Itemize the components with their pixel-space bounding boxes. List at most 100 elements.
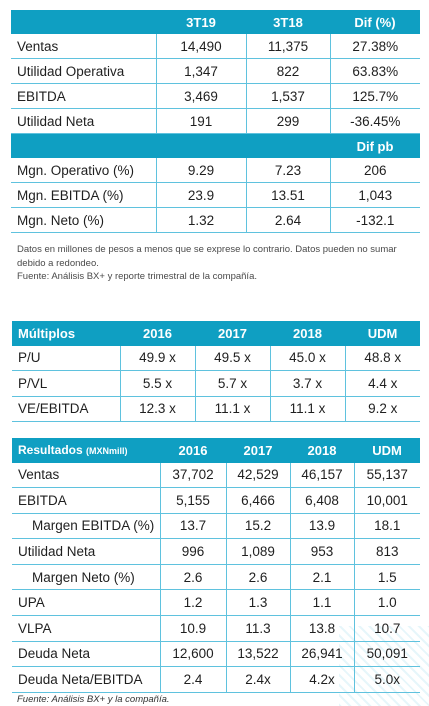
cell-value: 11.1 x: [194, 396, 270, 422]
row-label: Utilidad Operativa: [11, 58, 156, 84]
cell-value: 1,347: [155, 58, 246, 84]
cell-value: 10,001: [353, 487, 420, 514]
cell-value: 23.9: [155, 182, 246, 208]
cell-value: 42,529: [225, 462, 290, 489]
cell-value: 9.29: [155, 158, 246, 183]
cell-value: 3,469: [155, 83, 246, 109]
table-header-row: 3T19 3T18 Dif (%): [11, 10, 420, 34]
results-unit: (MXNmill): [86, 446, 128, 457]
cell-value: 2.6: [225, 564, 290, 591]
table-row: Ventas 37,702 42,529 46,157 55,137: [12, 462, 420, 489]
quarterly-summary-table: 3T19 3T18 Dif (%) Ventas 14,490 11,375 2…: [11, 10, 420, 233]
table-row: Mgn. Neto (%) 1.32 2.64 -132.1: [11, 207, 420, 233]
cell-value: 7.23: [245, 158, 330, 183]
cell-value: 63.83%: [329, 58, 420, 84]
cell-value: 1.0: [353, 589, 420, 617]
header-cell: Múltiplos: [12, 321, 120, 346]
cell-value: 2.6: [159, 564, 226, 591]
cell-value: 4.2x: [289, 666, 354, 693]
table-row: EBITDA 5,155 6,466 6,408 10,001: [12, 487, 420, 514]
row-label: VE/EBITDA: [12, 396, 120, 422]
cell-value: 27.38%: [329, 34, 420, 59]
cell-value: 13.7: [159, 513, 226, 540]
cell-value: 11.1 x: [269, 396, 345, 422]
table-row: Mgn. EBITDA (%) 23.9 13.51 1,043: [11, 182, 420, 208]
table-subheader-row: Dif pb: [11, 133, 420, 158]
cell-value: 299: [245, 108, 330, 134]
table-row: P/VL 5.5 x 5.7 x 3.7 x 4.4 x: [12, 370, 420, 397]
cell-value: 12.3 x: [119, 396, 195, 422]
cell-value: 1.2: [159, 589, 226, 617]
cell-value: 10.9: [159, 615, 226, 642]
cell-value: 1,043: [329, 182, 420, 208]
cell-value: 50,091: [353, 641, 420, 668]
cell-value: 206: [329, 158, 420, 183]
cell-value: 10.7: [353, 615, 420, 642]
cell-value: 1.5: [353, 564, 420, 591]
table-row: UPA 1.2 1.3 1.1 1.0: [12, 589, 420, 617]
header-cell: Dif (%): [330, 10, 420, 34]
cell-value: 5.0x: [353, 666, 420, 693]
cell-value: 1,537: [245, 83, 330, 109]
row-label: Ventas: [11, 34, 156, 59]
row-label: P/VL: [12, 370, 120, 397]
cell-value: 996: [159, 538, 226, 565]
cell-value: 46,157: [289, 462, 354, 489]
results-title: Resultados: [18, 443, 83, 458]
row-label: Utilidad Neta: [11, 108, 156, 134]
cell-value: 1,089: [225, 538, 290, 565]
row-label: Mgn. Operativo (%): [11, 158, 156, 183]
table-row: Ventas 14,490 11,375 27.38%: [11, 34, 420, 59]
header-cell: Resultados (MXNmill): [12, 438, 160, 463]
table-header-row: Múltiplos 2016 2017 2018 UDM: [12, 321, 420, 346]
cell-value: 49.5 x: [194, 345, 270, 371]
header-cell: 3T19: [156, 10, 246, 34]
cell-value: 953: [289, 538, 354, 565]
cell-value: 3.7 x: [269, 370, 345, 397]
cell-value: 37,702: [159, 462, 226, 489]
cell-value: 5.7 x: [194, 370, 270, 397]
cell-value: 2.4: [159, 666, 226, 693]
cell-value: 13.51: [245, 182, 330, 208]
header-cell: 2017: [226, 438, 290, 463]
row-label: Mgn. EBITDA (%): [11, 182, 156, 208]
cell-value: 55,137: [353, 462, 420, 489]
cell-value: 6,408: [289, 487, 354, 514]
header-cell: 2017: [195, 321, 270, 346]
cell-value: 12,600: [159, 641, 226, 668]
header-cell: Dif pb: [330, 133, 420, 158]
table-header-row: Resultados (MXNmill) 2016 2017 2018 UDM: [12, 438, 420, 463]
source-note: Fuente: Análisis BX+ y la compañía.: [17, 694, 170, 705]
cell-value: 5.5 x: [119, 370, 195, 397]
results-table: Resultados (MXNmill) 2016 2017 2018 UDM …: [12, 438, 420, 693]
row-label: Mgn. Neto (%): [11, 207, 156, 233]
header-cell: 2016: [120, 321, 195, 346]
cell-value: 9.2 x: [344, 396, 420, 422]
cell-value: 13.8: [289, 615, 354, 642]
row-label: Ventas: [12, 462, 160, 489]
cell-value: 6,466: [225, 487, 290, 514]
cell-value: 4.4 x: [344, 370, 420, 397]
cell-value: 125.7%: [329, 83, 420, 109]
source-text: Fuente: Análisis BX+ y reporte trimestra…: [17, 271, 257, 282]
row-label: EBITDA: [11, 83, 156, 109]
header-cell: UDM: [354, 438, 420, 463]
data-note: Datos en millones de pesos a menos que s…: [17, 243, 412, 284]
row-label: UPA: [12, 589, 160, 617]
table-row: VLPA 10.9 11.3 13.8 10.7: [12, 615, 420, 642]
table-row: VE/EBITDA 12.3 x 11.1 x 11.1 x 9.2 x: [12, 396, 420, 422]
cell-value: 1.1: [289, 589, 354, 617]
cell-value: 11,375: [245, 34, 330, 59]
cell-value: 813: [353, 538, 420, 565]
header-cell: [11, 10, 156, 34]
table-row: Mgn. Operativo (%) 9.29 7.23 206: [11, 158, 420, 183]
cell-value: 191: [155, 108, 246, 134]
table-row: Deuda Neta 12,600 13,522 26,941 50,091: [12, 641, 420, 668]
cell-value: 13,522: [225, 641, 290, 668]
multiples-table: Múltiplos 2016 2017 2018 UDM P/U 49.9 x …: [12, 321, 420, 422]
cell-value: 18.1: [353, 513, 420, 540]
note-text: Datos en millones de pesos a menos que s…: [17, 244, 397, 269]
header-cell: 2018: [270, 321, 345, 346]
table-row: Margen Neto (%) 2.6 2.6 2.1 1.5: [12, 564, 420, 591]
cell-value: 2.64: [245, 207, 330, 233]
